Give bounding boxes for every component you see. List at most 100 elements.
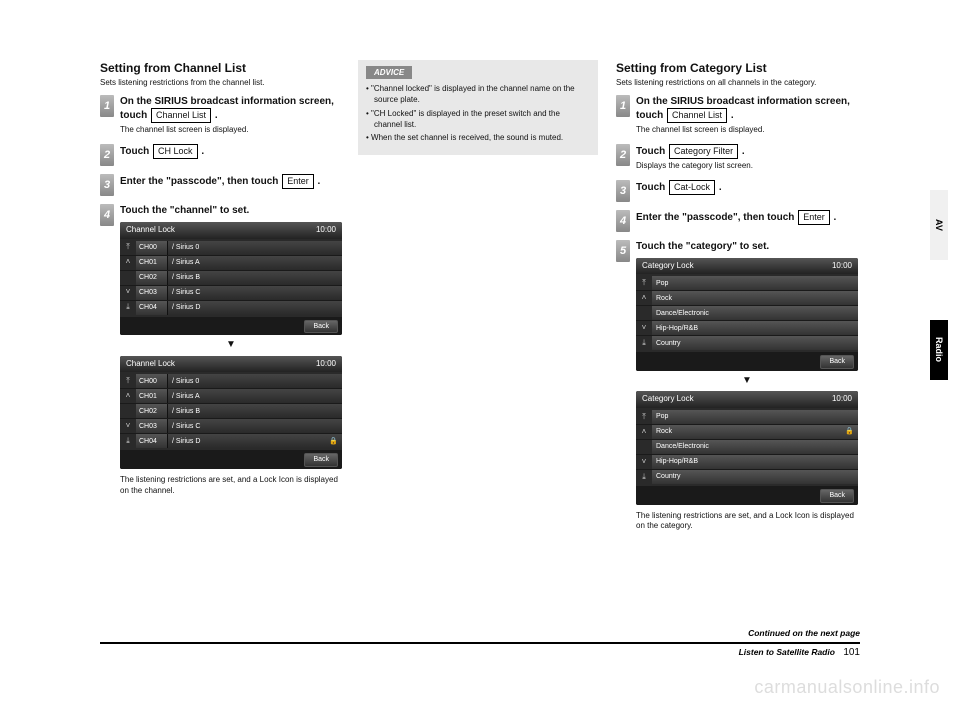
mock-time: 10:00 (316, 225, 336, 236)
step-2r: 2 Touch Category Filter . Displays the c… (616, 144, 856, 172)
enter-button: Enter (798, 210, 830, 225)
step-4: 4 Touch the "channel" to set. Channel Lo… (100, 204, 340, 496)
step4-text: Touch the "channel" to set. (120, 204, 342, 218)
advice-bullet-1: • "Channel locked" is displayed in the c… (366, 83, 590, 105)
category-filter-button: Category Filter (669, 144, 738, 159)
list-item: Dance/Electronic (636, 306, 858, 321)
mock-time: 10:00 (316, 359, 336, 370)
list-item: ⤒CH00/ Sirius 0 (120, 374, 342, 389)
page-content: Setting from Channel List Sets listening… (100, 60, 860, 660)
mock-title: Channel Lock (126, 225, 175, 236)
step-2: 2 Touch CH Lock . (100, 144, 340, 166)
mock-time: 10:00 (832, 261, 852, 272)
column-left: Setting from Channel List Sets listening… (100, 60, 340, 540)
heading-category-list: Setting from Category List (616, 60, 856, 76)
back-button: Back (820, 355, 854, 368)
tab-av: AV (930, 190, 948, 260)
list-item: ⤓Country (636, 336, 858, 350)
list-item: ˄Rock (636, 291, 858, 306)
column-right: Setting from Category List Sets listenin… (616, 60, 856, 540)
list-item: CH02/ Sirius B (120, 271, 342, 286)
advice-bullet-3: • When the set channel is received, the … (366, 132, 590, 143)
continued-text: Continued on the next page (100, 628, 860, 638)
lock-icon: 🔒 (329, 437, 338, 446)
list-item: ˄CH01/ Sirius A (120, 389, 342, 404)
watermark: carmanualsonline.info (754, 677, 940, 698)
step5r-result: The listening restrictions are set, and … (636, 511, 858, 533)
step1r-note: The channel list screen is displayed. (636, 125, 856, 136)
category-lock-screen-after: Category Lock 10:00 ⤒Pop˄Rock🔒Dance/Elec… (636, 391, 858, 504)
list-item: ⤒CH00/ Sirius 0 (120, 241, 342, 256)
step3-text: Enter the "passcode", then touch (120, 176, 278, 187)
back-button: Back (304, 453, 338, 466)
list-item: ⤓Country (636, 470, 858, 484)
step3r-text: Touch (636, 182, 665, 193)
channel-list-button: Channel List (667, 108, 727, 123)
tab-radio: Radio (930, 320, 948, 380)
step-3: 3 Enter the "passcode", then touch Enter… (100, 174, 340, 196)
side-tabs: AV Radio (930, 190, 960, 380)
mock-time: 10:00 (832, 394, 852, 405)
step-number-5: 5 (616, 240, 630, 262)
list-item: ˅Hip-Hop/R&B (636, 455, 858, 470)
page-number: 101 (843, 647, 860, 658)
list-item: CH02/ Sirius B (120, 404, 342, 419)
step4r-text: Enter the "passcode", then touch (636, 212, 794, 223)
step-number-4: 4 (100, 204, 114, 226)
step-number-1: 1 (100, 95, 114, 117)
lock-icon: 🔒 (845, 427, 854, 436)
step-number-3: 3 (100, 174, 114, 196)
step2r-text: Touch (636, 146, 665, 157)
page-footer: Continued on the next page Listen to Sat… (100, 628, 860, 658)
step4-result: The listening restrictions are set, and … (120, 475, 342, 497)
advice-box: ADVICE • "Channel locked" is displayed i… (358, 60, 598, 155)
back-button: Back (304, 320, 338, 333)
down-arrow-icon: ▼ (120, 338, 342, 352)
step-number-4: 4 (616, 210, 630, 232)
list-item: ˅CH03/ Sirius C (120, 419, 342, 434)
category-lock-screen-before: Category Lock 10:00 ⤒Pop˄RockDance/Elect… (636, 258, 858, 371)
list-item: ⤒Pop (636, 410, 858, 425)
channel-lock-screen-before: Channel Lock 10:00 ⤒CH00/ Sirius 0˄CH01/… (120, 222, 342, 335)
footer-rule (100, 642, 860, 644)
cat-lock-button: Cat-Lock (669, 180, 715, 195)
step1-note: The channel list screen is displayed. (120, 125, 340, 136)
list-item: ˅Hip-Hop/R&B (636, 321, 858, 336)
mock-title: Category Lock (642, 261, 694, 272)
list-item: ˄CH01/ Sirius A (120, 256, 342, 271)
step-4r: 4 Enter the "passcode", then touch Enter… (616, 210, 856, 232)
channel-list-button: Channel List (151, 108, 211, 123)
list-item: ˅CH03/ Sirius C (120, 286, 342, 301)
subtitle-category-list: Sets listening restrictions on all chann… (616, 78, 856, 89)
mock-title: Channel Lock (126, 359, 175, 370)
three-columns: Setting from Channel List Sets listening… (100, 60, 860, 540)
step5r-text: Touch the "category" to set. (636, 240, 858, 254)
list-item: ⤓CH04/ Sirius D (120, 301, 342, 315)
advice-bullet-2: • "CH Locked" is displayed in the preset… (366, 108, 590, 130)
column-middle: ADVICE • "Channel locked" is displayed i… (358, 60, 598, 540)
step-5r: 5 Touch the "category" to set. Category … (616, 240, 856, 532)
step2-text: Touch (120, 146, 149, 157)
mock-title: Category Lock (642, 394, 694, 405)
list-item: ⤓CH04/ Sirius D🔒 (120, 434, 342, 448)
step-1: 1 On the SIRIUS broadcast information sc… (100, 95, 340, 136)
step-1r: 1 On the SIRIUS broadcast information sc… (616, 95, 856, 136)
channel-lock-screen-after: Channel Lock 10:00 ⤒CH00/ Sirius 0˄CH01/… (120, 356, 342, 469)
advice-label: ADVICE (366, 66, 412, 79)
step-number-1: 1 (616, 95, 630, 117)
back-button: Back (820, 489, 854, 502)
step-3r: 3 Touch Cat-Lock . (616, 180, 856, 202)
footer-section: Listen to Satellite Radio (739, 647, 835, 657)
step-number-2: 2 (100, 144, 114, 166)
list-item: ˄Rock🔒 (636, 425, 858, 440)
list-item: Dance/Electronic (636, 440, 858, 455)
step-number-2: 2 (616, 144, 630, 166)
heading-channel-list: Setting from Channel List (100, 60, 340, 76)
ch-lock-button: CH Lock (153, 144, 198, 159)
list-item: ⤒Pop (636, 276, 858, 291)
step-number-3: 3 (616, 180, 630, 202)
subtitle-channel-list: Sets listening restrictions from the cha… (100, 78, 340, 89)
enter-button: Enter (282, 174, 314, 189)
down-arrow-icon: ▼ (636, 374, 858, 388)
step2r-note: Displays the category list screen. (636, 161, 856, 172)
